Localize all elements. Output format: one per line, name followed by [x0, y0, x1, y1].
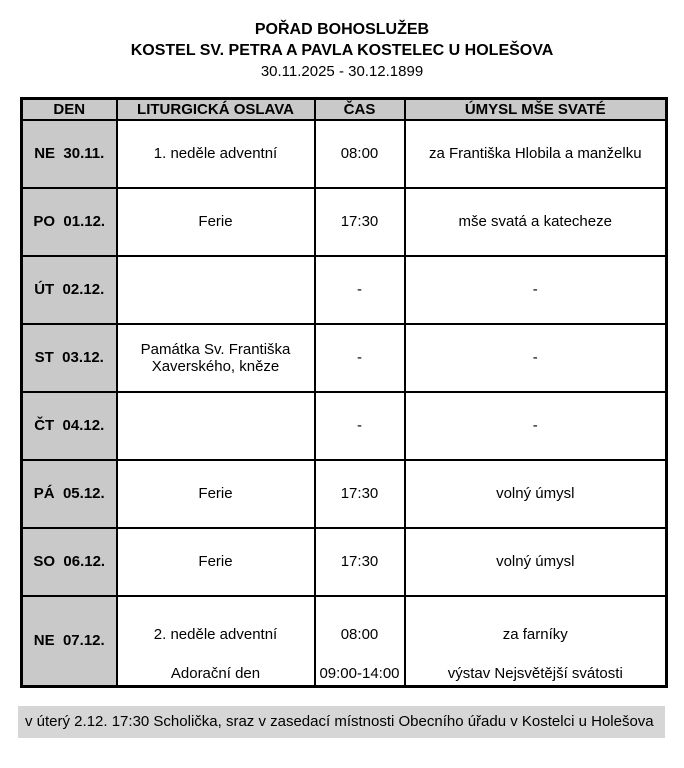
time-line-2: 09:00-14:00 — [319, 664, 400, 682]
table-row: PÁ 05.12. Ferie 17:30 volný úmysl — [20, 458, 668, 529]
table-row: SO 06.12. Ferie 17:30 volný úmysl — [20, 526, 668, 597]
liturgy-cell: Ferie — [115, 458, 316, 529]
day-cell: NE 30.11. — [20, 118, 118, 189]
intention-cell: za farníky výstav Nejsvětější svátosti — [403, 594, 668, 687]
table-row: PO 01.12. Ferie 17:30 mše svatá a katech… — [20, 186, 668, 257]
liturgy-line-1: 2. neděle adventní — [153, 625, 278, 643]
liturgy-cell: 2. neděle adventní Adorační den — [115, 594, 316, 687]
intention-cell: volný úmysl — [403, 458, 668, 529]
intention-line-2: výstav Nejsvětější svátosti — [447, 664, 623, 682]
intention-cell: mše svatá a katecheze — [403, 186, 668, 257]
table-row: ÚT 02.12. - - — [20, 254, 668, 325]
intention-stack: za farníky výstav Nejsvětější svátosti — [408, 599, 664, 683]
liturgy-cell: 1. neděle adventní — [115, 118, 316, 189]
time-cell: - — [313, 254, 406, 325]
title-block: POŘAD BOHOSLUŽEB KOSTEL SV. PETRA A PAVL… — [0, 19, 684, 82]
intention-cell: - — [403, 390, 668, 461]
table-row: NE 30.11. 1. neděle adventní 08:00 za Fr… — [20, 118, 668, 189]
table-row: ČT 04.12. - - — [20, 390, 668, 461]
schedule-table: DEN LITURGICKÁ OSLAVA ČAS ÚMYSL MŠE SVAT… — [20, 97, 668, 688]
page-title: POŘAD BOHOSLUŽEB — [254, 21, 430, 38]
liturgy-cell: Památka Sv. Františka Xaverského, kněze — [115, 322, 316, 393]
time-stack: 08:00 09:00-14:00 — [318, 599, 402, 683]
table-header-row: DEN LITURGICKÁ OSLAVA ČAS ÚMYSL MŠE SVAT… — [20, 97, 668, 121]
column-header-umysl: ÚMYSL MŠE SVATÉ — [403, 97, 668, 121]
day-cell: PO 01.12. — [20, 186, 118, 257]
liturgy-stack: 2. neděle adventní Adorační den — [120, 599, 312, 683]
church-name: KOSTEL SV. PETRA A PAVLA KOSTELEC U HOLE… — [130, 42, 554, 59]
table-row: ST 03.12. Památka Sv. Františka Xaverské… — [20, 322, 668, 393]
time-cell: - — [313, 322, 406, 393]
liturgy-cell — [115, 254, 316, 325]
time-cell: 17:30 — [313, 526, 406, 597]
time-cell: 08:00 09:00-14:00 — [313, 594, 406, 687]
liturgy-cell: Ferie — [115, 526, 316, 597]
intention-line-1: za farníky — [502, 625, 568, 643]
time-cell: - — [313, 390, 406, 461]
intention-cell: - — [403, 322, 668, 393]
intention-cell: za Františka Hlobila a manželku — [403, 118, 668, 189]
time-line-1: 08:00 — [340, 625, 379, 643]
day-cell: NE 07.12. — [20, 594, 118, 687]
column-header-cas: ČAS — [313, 97, 406, 121]
liturgy-cell — [115, 390, 316, 461]
day-cell: SO 06.12. — [20, 526, 118, 597]
column-header-den: DEN — [20, 97, 118, 121]
day-cell: ÚT 02.12. — [20, 254, 118, 325]
liturgy-cell: Ferie — [115, 186, 316, 257]
day-cell: ST 03.12. — [20, 322, 118, 393]
table-row: NE 07.12. 2. neděle adventní Adorační de… — [20, 594, 668, 687]
day-cell: ČT 04.12. — [20, 390, 118, 461]
date-range: 30.11.2025 - 30.12.1899 — [260, 63, 424, 80]
day-cell: PÁ 05.12. — [20, 458, 118, 529]
liturgy-line-2: Adorační den — [170, 664, 261, 682]
time-cell: 08:00 — [313, 118, 406, 189]
intention-cell: - — [403, 254, 668, 325]
time-cell: 17:30 — [313, 186, 406, 257]
footer-note: v úterý 2.12. 17:30 Scholička, sraz v za… — [18, 705, 665, 738]
column-header-liturgicka-oslava: LITURGICKÁ OSLAVA — [115, 97, 316, 121]
intention-cell: volný úmysl — [403, 526, 668, 597]
time-cell: 17:30 — [313, 458, 406, 529]
